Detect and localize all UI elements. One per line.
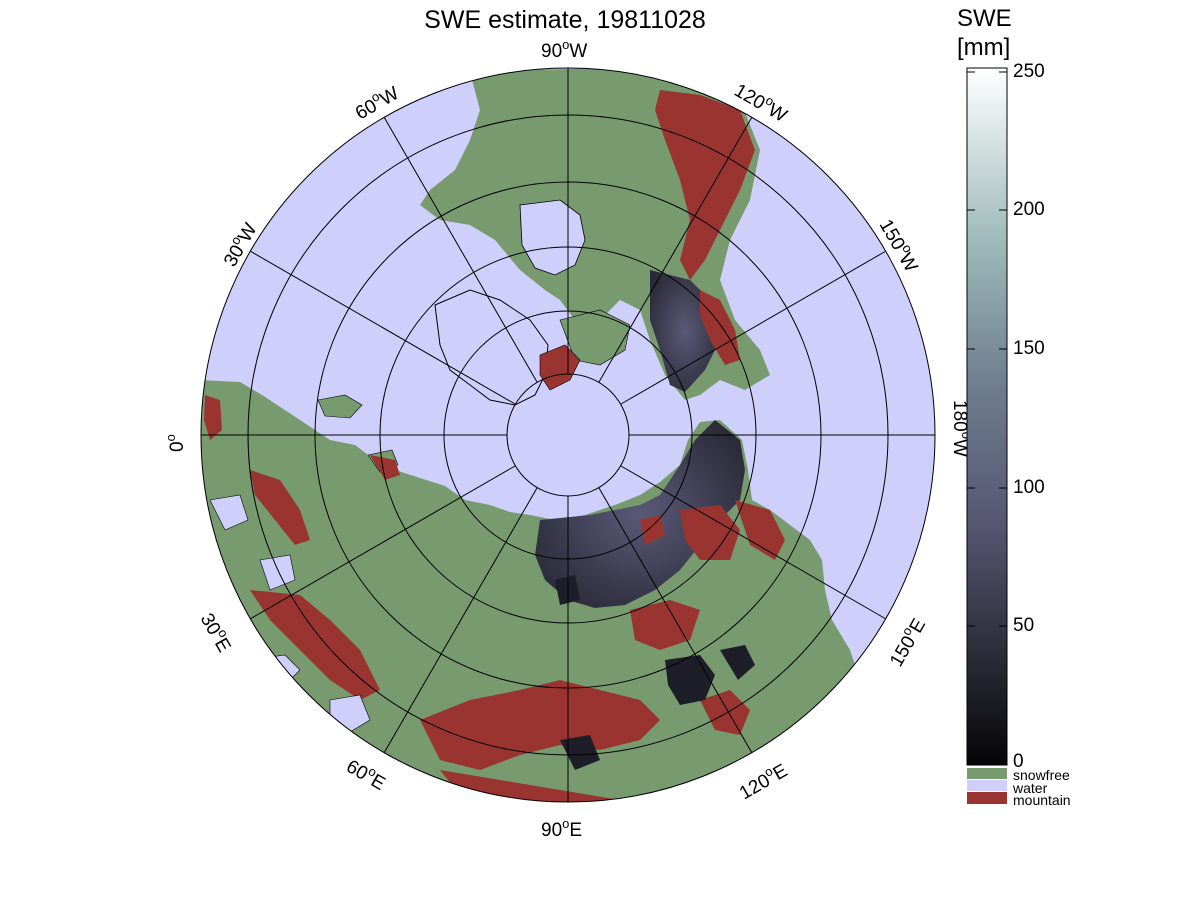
lon-label-30e: 30oE xyxy=(196,608,238,656)
lon-label-120e: 120oE xyxy=(734,757,791,804)
lon-label-0: 0o xyxy=(163,434,188,452)
legend-swatch-snowfree xyxy=(967,768,1007,779)
colorbar-tick-150: 150 xyxy=(1013,339,1045,358)
colorbar-gradient xyxy=(967,68,1007,765)
lon-label-60e: 60oE xyxy=(343,753,391,795)
colorbar-tick-100: 100 xyxy=(1013,478,1045,497)
lon-label-150e: 150oE xyxy=(883,613,930,670)
lon-label-90w: 90oW xyxy=(541,37,587,62)
legend-swatch-mountain xyxy=(967,792,1007,804)
colorbar-tick-250: 250 xyxy=(1013,62,1045,81)
legend-label-mountain: mountain xyxy=(1013,794,1071,807)
lon-label-90e: 90oE xyxy=(541,816,582,841)
legend-swatch-water xyxy=(967,780,1007,791)
colorbar-tick-50: 50 xyxy=(1013,616,1034,635)
colorbar-tick-200: 200 xyxy=(1013,200,1045,219)
colorbar xyxy=(967,68,1007,804)
